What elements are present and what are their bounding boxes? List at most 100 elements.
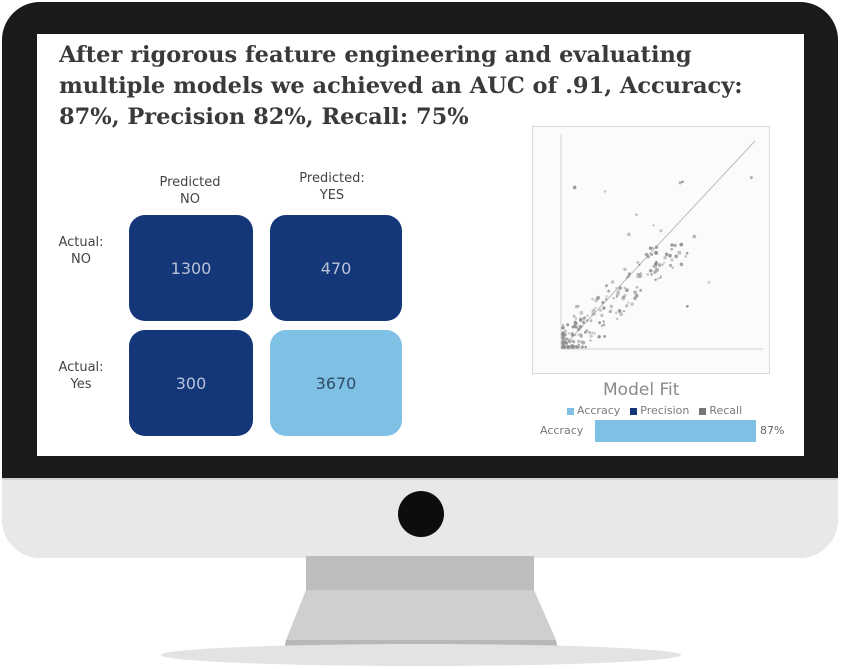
scatter-point — [586, 329, 588, 331]
scatter-point — [686, 305, 689, 308]
scatter-point — [605, 298, 608, 301]
scatter-point — [625, 288, 629, 292]
scatter-point — [686, 252, 689, 255]
scatter-point — [609, 310, 612, 313]
scatter-point — [571, 344, 574, 347]
scatter-point — [618, 309, 622, 313]
scatter-point — [593, 309, 596, 312]
cell-true-negative: 1300 — [129, 215, 253, 321]
scatter-point — [602, 306, 605, 309]
scatter-point — [660, 275, 662, 277]
scatter-point — [568, 332, 571, 335]
scatter-point — [650, 273, 653, 276]
scatter-point — [566, 345, 570, 349]
scatter-point — [565, 338, 568, 341]
scatter-point — [681, 181, 684, 184]
scatter-point — [606, 295, 608, 297]
scatter-point — [582, 321, 585, 324]
scatter-point — [658, 263, 662, 267]
scatter-point — [653, 265, 657, 269]
scatter-point — [579, 333, 583, 337]
scatter-point — [603, 335, 606, 338]
scatter-point — [603, 324, 606, 327]
scatter-point — [655, 246, 658, 249]
scatter-point — [586, 314, 589, 317]
scatter-point — [635, 294, 639, 298]
scatter-point — [573, 325, 576, 328]
scatter-point — [618, 286, 622, 290]
scatter-point — [566, 323, 569, 326]
scatter-point — [594, 307, 596, 309]
scatter-point — [611, 280, 614, 283]
scatter-point — [672, 266, 675, 269]
scatter-point — [613, 297, 615, 299]
scatter-point — [581, 341, 585, 345]
scatter-point — [650, 253, 653, 256]
scatter-point — [605, 284, 608, 287]
scatter-point — [646, 273, 649, 276]
monitor-neck — [306, 556, 534, 590]
scatter-point — [750, 176, 753, 179]
scatter-point — [573, 315, 576, 318]
scatter-point — [579, 311, 583, 315]
scatter-point — [607, 290, 610, 293]
model-fit-legend: Accracy Precision Recall — [567, 404, 742, 417]
scatter-point — [636, 286, 639, 289]
scatter-point — [578, 344, 580, 346]
scatter-point — [562, 346, 565, 349]
scatter-point — [616, 318, 618, 320]
row-label-actual-no: Actual: NO — [43, 234, 119, 268]
scatter-point — [604, 190, 607, 193]
scatter-point — [588, 331, 591, 334]
scatter-point — [576, 345, 579, 348]
scatter-point — [627, 275, 630, 278]
scatter-point — [626, 277, 628, 279]
scatter-point — [561, 341, 565, 345]
scatter-point — [589, 334, 593, 338]
scatter-point — [674, 255, 678, 259]
scatter-point — [650, 270, 652, 272]
scatter-point — [566, 343, 568, 345]
scatter-point — [598, 321, 601, 324]
scatter-point — [593, 332, 595, 334]
scatter-point — [624, 287, 626, 289]
scatter-point — [615, 287, 617, 289]
scatter-point — [639, 289, 642, 292]
scatter-point — [638, 264, 640, 266]
scatter-point — [561, 326, 565, 330]
scatter-point — [662, 264, 664, 266]
scatter-point — [657, 278, 659, 280]
scatter-point — [577, 340, 580, 343]
scatter-plot — [532, 126, 770, 374]
model-fit-title: Model Fit — [603, 380, 679, 400]
scatter-point — [663, 262, 665, 264]
scatter-point — [615, 312, 617, 314]
slide-headline: After rigorous feature engineering and e… — [59, 40, 799, 133]
cell-false-negative: 300 — [129, 330, 253, 436]
scatter-point — [693, 235, 697, 239]
scatter-point — [645, 253, 648, 256]
scatter-point — [570, 340, 573, 343]
scatter-point — [654, 279, 656, 281]
scatter-point — [679, 243, 683, 247]
scatter-point — [586, 319, 588, 321]
camera-dot — [398, 491, 444, 537]
scatter-point — [616, 295, 618, 297]
scatter-point — [590, 319, 593, 322]
scatter-point — [660, 229, 663, 232]
scatter-point — [562, 334, 564, 336]
scatter-point — [625, 304, 628, 307]
scatter-point — [561, 336, 564, 339]
scatter-point — [584, 346, 587, 349]
scatter-point — [659, 277, 661, 279]
scatter-point — [680, 263, 684, 267]
scatter-point — [591, 332, 593, 334]
scatter-point — [633, 291, 637, 295]
scatter-point — [591, 298, 594, 301]
legend-accuracy: Accracy — [567, 404, 620, 417]
col-label-predicted-yes: Predicted: YES — [282, 170, 382, 204]
scatter-point — [574, 334, 576, 336]
scatter-point — [652, 224, 654, 226]
scatter-point — [601, 325, 603, 327]
scatter-point — [621, 297, 625, 301]
